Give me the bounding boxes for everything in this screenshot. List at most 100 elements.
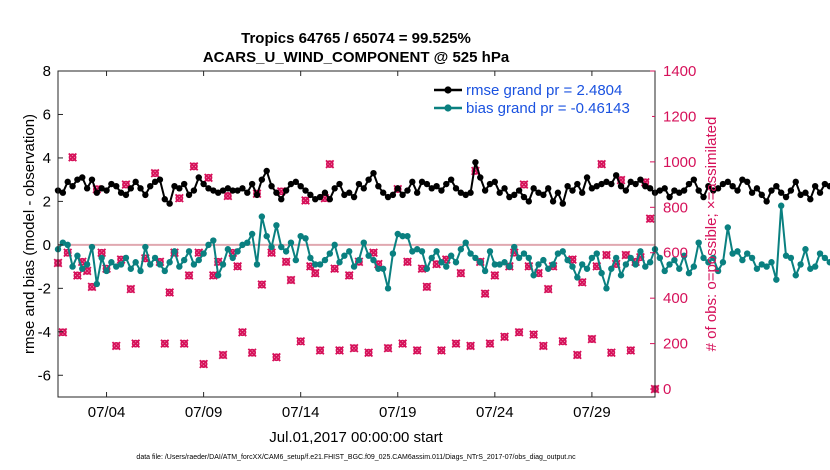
rmse-point — [200, 180, 207, 188]
rmse-point — [758, 191, 765, 199]
obs-assimilated-marker — [558, 336, 568, 346]
bias-point — [117, 261, 125, 268]
x-tick-label: 07/19 — [379, 404, 417, 421]
bias-point — [782, 252, 790, 259]
obs-assimilated-marker — [587, 334, 597, 344]
obs-assimilated-marker — [577, 277, 587, 287]
obs-possible-marker — [515, 328, 523, 337]
rmse-point — [161, 196, 168, 203]
left-tick-label: -4 — [38, 324, 51, 341]
bias-point — [93, 280, 101, 288]
rmse-point — [370, 169, 377, 177]
rmse-point — [685, 180, 693, 188]
bias-point — [496, 261, 503, 268]
rmse-point — [787, 187, 795, 194]
obs-assimilated-marker — [543, 284, 553, 294]
bias-point — [598, 269, 605, 277]
rmse-point — [574, 180, 581, 188]
rmse-point — [219, 187, 227, 194]
rmse-point — [642, 182, 649, 190]
bias-point — [428, 254, 435, 262]
obs-possible-marker — [539, 341, 548, 350]
obs-assimilated-marker — [184, 271, 194, 280]
rmse-point — [627, 178, 634, 186]
obs-possible-marker — [73, 271, 82, 280]
rmse-point — [792, 178, 799, 186]
obs-possible-marker — [296, 337, 305, 346]
rmse-point — [520, 193, 528, 201]
obs-possible-marker — [248, 348, 257, 357]
obs-assimilated-marker — [485, 339, 495, 349]
obs-assimilated-marker — [174, 193, 184, 203]
obs-possible-marker — [151, 169, 159, 178]
legend-rmse-label: rmse grand pr = 2.4804 — [466, 82, 622, 99]
rmse-point — [185, 191, 193, 199]
obs-possible-marker — [238, 328, 247, 337]
rmse-point — [540, 191, 547, 199]
rmse-point — [122, 191, 130, 199]
bias-point — [452, 259, 460, 266]
bias-point — [462, 239, 469, 246]
rmse-point — [312, 196, 319, 203]
left-tick-label: 6 — [43, 106, 51, 123]
bias-point — [379, 265, 387, 272]
left-tick-label: 2 — [43, 193, 51, 210]
bias-point — [700, 254, 707, 262]
obs-possible-marker — [257, 280, 266, 289]
rmse-point — [263, 167, 270, 175]
rmse-point — [554, 189, 562, 196]
rmse-point — [355, 180, 363, 188]
rmse-point — [69, 182, 76, 190]
obs-possible-marker — [607, 348, 616, 357]
bias-point — [729, 250, 736, 257]
obs-assimilated-marker — [165, 288, 175, 297]
bias-point — [292, 256, 300, 264]
obs-possible-marker — [185, 271, 193, 280]
bias-point — [457, 246, 465, 253]
obs-assimilated-marker — [111, 341, 121, 351]
obs-assimilated-marker — [364, 348, 374, 358]
bias-point — [690, 263, 698, 270]
obs-possible-marker — [330, 264, 339, 273]
obs-possible-marker — [282, 257, 291, 266]
bias-point — [253, 261, 261, 268]
obs-possible-marker — [456, 269, 465, 278]
obs-assimilated-marker — [514, 327, 524, 337]
rmse-point — [190, 187, 198, 194]
bias-point — [593, 250, 600, 257]
rmse-point — [350, 193, 358, 201]
rmse-point — [195, 174, 202, 181]
obs-assimilated-marker — [490, 271, 500, 280]
obs-assimilated-marker — [597, 159, 607, 169]
rmse-point — [176, 185, 183, 192]
bias-point — [200, 250, 207, 257]
left-axis-ticks: -6 -4 -2 0 2 4 6 8 — [38, 63, 63, 384]
obs-possible-marker — [578, 278, 587, 287]
bias-point — [744, 250, 751, 257]
left-tick-label: 4 — [43, 150, 51, 167]
obs-possible-marker — [311, 269, 320, 278]
left-tick-label: -6 — [38, 367, 51, 384]
rmse-point — [253, 191, 261, 199]
bias-point — [258, 213, 266, 220]
obs-assimilated-marker — [437, 345, 446, 355]
bias-point — [569, 263, 576, 270]
bias-point — [103, 267, 110, 275]
legend-box — [426, 78, 652, 121]
rmse-point — [690, 176, 698, 183]
obs-assimilated-marker — [257, 280, 267, 289]
rmse-point — [384, 193, 392, 201]
bias-point — [156, 261, 164, 268]
rmse-point — [666, 193, 673, 201]
obs-assimilated-marker — [398, 339, 408, 349]
bias-point — [773, 276, 780, 283]
bias-point — [540, 256, 547, 264]
rmse-point — [171, 182, 178, 190]
obs-assimilated-marker — [150, 168, 160, 178]
rmse-point — [530, 185, 537, 192]
rmse-point — [559, 200, 566, 207]
rmse-point — [782, 193, 790, 201]
rmse-point — [331, 185, 338, 192]
obs-assimilated-marker — [456, 268, 466, 278]
